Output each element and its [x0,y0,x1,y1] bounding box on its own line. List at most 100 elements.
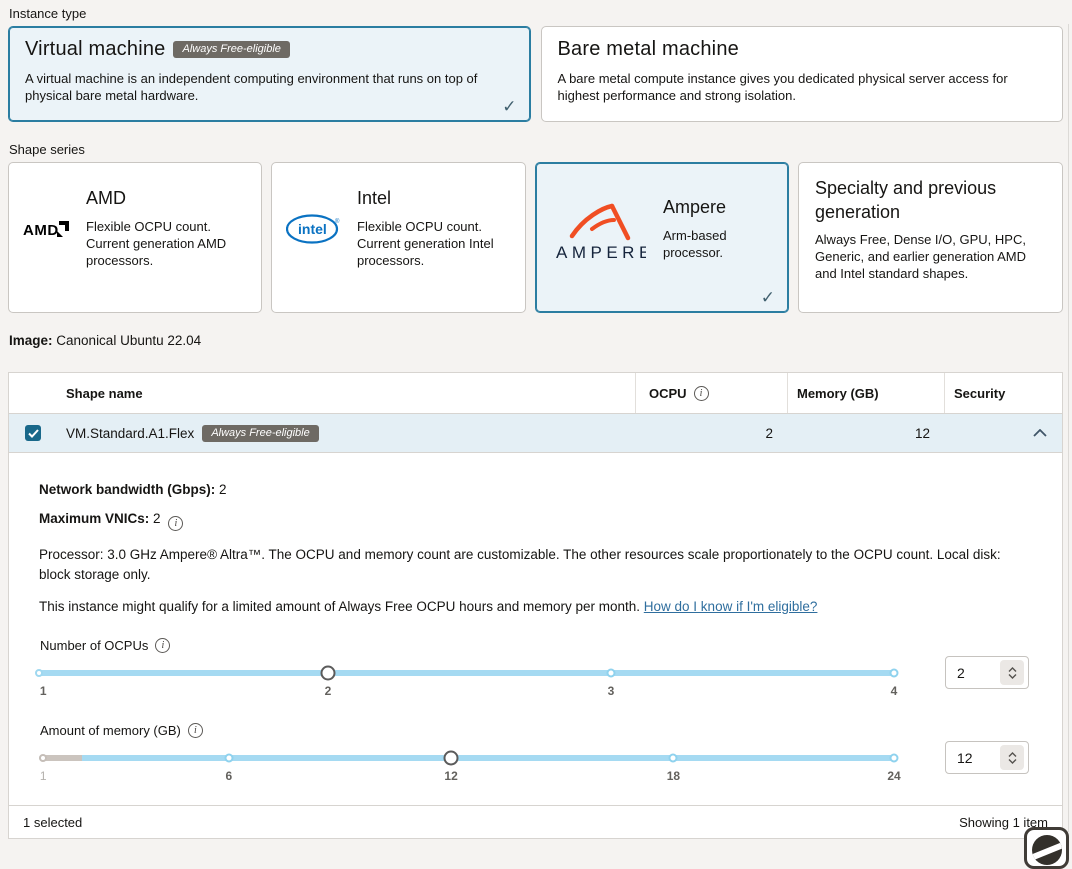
stepper-up-icon [1008,666,1016,672]
instance-type-label: Instance type [9,6,87,21]
network-bandwidth-label: Network bandwidth (Gbps): [39,482,216,497]
selected-check-icon: ✓ [502,97,517,116]
ocpu-tick-4 [889,668,899,678]
always-free-badge: Always Free-eligible [202,424,319,442]
row-security-cell [944,414,1062,452]
ocpu-tick-3 [606,668,616,678]
scroll-track-line [1068,24,1069,832]
ocpu-slider-label: Number of OCPUs [40,638,149,653]
ocpu-slider-info-icon[interactable]: i [155,638,171,653]
shape-card-inner: AMPERE Ampere Arm-based processor. [550,176,774,299]
instance-type-cards: Virtual machine Always Free-eligible A vi… [8,26,1063,122]
intel-logo-icon: intel ® [286,213,340,244]
max-vnics-row: Maximum VNICs: 2 i [39,511,1032,531]
page: Instance type Virtual machine Always Free… [8,6,1063,839]
memory-tick-18 [668,753,678,763]
ocpu-slider-handle[interactable] [320,665,336,681]
row-checkbox[interactable] [25,425,41,441]
ampere-logo-icon: AMPERE [550,196,646,262]
shape-card-inner: intel ® Intel Flexible OCPU count. Curre… [286,176,511,299]
shape-title: Specialty and previous generation [815,178,997,222]
shape-title: AMD [86,188,126,208]
memory-tick-24 [889,753,899,763]
memory-tick-label: 1 [39,769,47,783]
ocpu-info-icon[interactable]: i [693,385,709,401]
shape-card-amd[interactable]: AMD AMD Flexible OCPU count. Current gen… [8,162,262,313]
instance-type-card-virtual-machine[interactable]: Virtual machine Always Free-eligible A vi… [8,26,531,122]
shape-series-label: Shape series [9,142,85,157]
ocpu-slider-track[interactable] [39,670,894,676]
always-free-badge: Always Free-eligible [173,41,290,58]
card-title: Bare metal machine [557,38,739,60]
ocpu-tick-label: 3 [607,684,615,698]
memory-stepper[interactable] [1000,745,1024,770]
shape-title: Ampere [663,196,727,217]
svg-text:®: ® [335,218,340,225]
always-free-note: This instance might qualify for a limite… [39,599,1032,614]
memory-tick-6 [224,753,234,763]
ocpu-slider-label-row: Number of OCPUs i [40,638,1032,653]
row-shape-name-cell: VM.Standard.A1.Flex Always Free-eligible [57,414,635,452]
amd-logo-icon: AMD [23,220,69,238]
memory-tick-label: 6 [225,769,233,783]
always-free-text: This instance might qualify for a limite… [39,599,641,614]
stepper-down-icon [1008,673,1016,679]
ocpu-input-value[interactable]: 2 [957,664,965,681]
floating-widget-button[interactable] [1024,827,1069,869]
shape-card-text: Intel Flexible OCPU count. Current gener… [357,188,507,269]
row-checkbox-cell [9,414,57,452]
ocpu-slider-row: 1 2 3 4 2 [35,656,1032,710]
image-value: Canonical Ubuntu 22.04 [56,333,202,348]
row-expanded-panel: Network bandwidth (Gbps): 2 Maximum VNIC… [9,453,1062,805]
processor-description: Processor: 3.0 GHz Ampere® Altra™. The O… [39,547,1001,582]
eligibility-link[interactable]: How do I know if I'm eligible? [643,599,818,614]
ocpu-stepper[interactable] [1000,660,1024,685]
floating-widget-icon [1031,835,1062,865]
ocpu-tick-label: 1 [39,684,47,698]
ocpu-tick-1 [35,669,43,677]
table-footer: 1 selected Showing 1 item [9,805,1062,838]
svg-text:AMD: AMD [23,222,59,238]
ocpu-number-input[interactable]: 2 [945,656,1029,689]
memory-slider-info-icon[interactable]: i [187,723,203,738]
selected-check-icon: ✓ [760,288,775,307]
shape-title: Intel [357,188,392,208]
max-vnics-value: 2 [153,511,161,526]
ocpu-slider[interactable]: 1 2 3 4 [35,662,899,702]
row-ocpu-value: 2 [765,425,773,441]
table-row-vm-standard-a1-flex[interactable]: VM.Standard.A1.Flex Always Free-eligible … [9,413,1062,453]
header-security: Security [944,373,1062,413]
card-title: Virtual machine [25,38,166,60]
vnics-info-icon[interactable]: i [168,516,184,531]
memory-input-value[interactable]: 12 [957,749,973,766]
stepper-down-icon [1008,758,1016,764]
table-header-row: Shape name OCPU i Memory (GB) Security [9,373,1062,413]
card-title-row: Bare metal machine [558,38,1047,61]
card-title-row: Virtual machine Always Free-eligible [25,38,514,61]
image-label: Image: [9,333,53,348]
stepper-up-icon [1008,751,1016,757]
shape-card-intel[interactable]: intel ® Intel Flexible OCPU count. Curre… [271,162,526,313]
shape-description: Flexible OCPU count. Current generation … [86,219,227,268]
ocpu-tick-label: 4 [890,684,898,698]
row-shape-name: VM.Standard.A1.Flex [66,425,195,441]
memory-slider-handle[interactable] [443,750,459,766]
memory-slider[interactable]: 1 6 12 18 24 [39,747,901,787]
instance-type-card-bare-metal[interactable]: Bare metal machine A bare metal compute … [540,26,1063,122]
memory-slider-track[interactable] [39,755,894,761]
memory-tick-label: 18 [666,769,681,783]
header-shape-name: Shape name [66,385,143,401]
shape-card-text: Ampere Arm-based processor. [663,197,755,261]
memory-slider-row: 1 6 12 18 24 12 [39,741,1032,795]
shape-card-ampere[interactable]: AMPERE Ampere Arm-based processor. ✓ [535,162,789,313]
header-ocpu: OCPU i [635,373,787,413]
svg-text:intel: intel [298,221,327,237]
header-memory: Memory (GB) [787,373,944,413]
memory-number-input[interactable]: 12 [945,741,1029,774]
collapse-row-chevron-up-icon[interactable] [1033,429,1047,437]
header-ocpu-label: OCPU [649,385,687,401]
network-bandwidth-value: 2 [219,482,227,497]
svg-text:AMPERE: AMPERE [556,243,646,262]
shape-card-specialty[interactable]: Specialty and previous generation Always… [798,162,1063,313]
row-memory-value: 12 [914,425,930,441]
